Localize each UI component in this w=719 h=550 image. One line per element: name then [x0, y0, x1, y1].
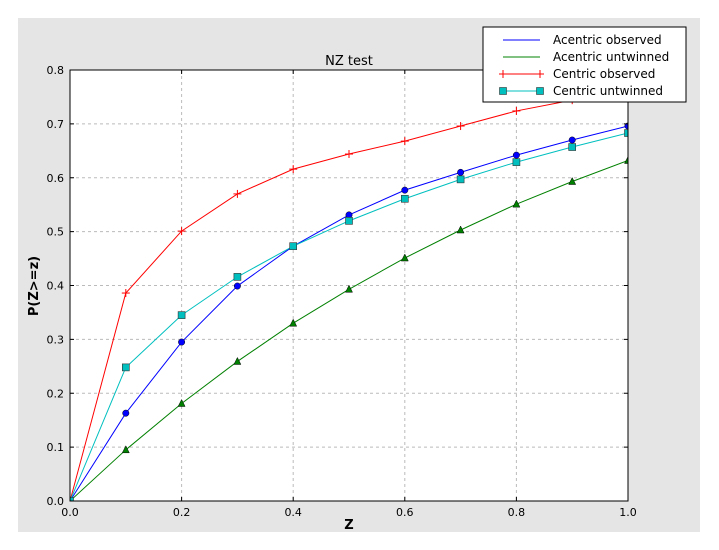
data-point-triangle: [233, 356, 242, 365]
legend-item: Centric untwinned: [499, 84, 663, 98]
data-point-triangle: [177, 398, 186, 407]
series-centric-untwinned: [70, 129, 628, 501]
x-tick-label: 0.4: [284, 506, 302, 519]
x-tick-label: 0.6: [396, 506, 414, 519]
data-point-triangle: [289, 318, 298, 327]
data-point-square: [70, 497, 74, 501]
data-point-circle: [568, 136, 576, 144]
data-point-square: [568, 143, 577, 151]
series-lines: [70, 86, 628, 501]
x-tick-label: 1.0: [619, 506, 637, 519]
data-point-triangle: [121, 445, 130, 454]
x-axis-label: Z: [344, 518, 353, 533]
data-point-circle: [457, 168, 465, 176]
y-tick-label: 0.0: [47, 495, 65, 508]
data-point-square: [400, 194, 409, 203]
y-tick-label: 0.7: [47, 118, 65, 131]
data-point-square: [177, 311, 186, 319]
chart-title: NZ test: [325, 54, 373, 69]
legend: Acentric observed Acentric untwinned Centr…: [482, 26, 687, 103]
x-tick-label: 0.2: [173, 506, 191, 519]
data-point-circle: [233, 282, 241, 290]
ticks: 0.0 0.2 0.4 0.6 0.8 1.0 0.0 0.1 0.2 0.3 0.4 0.5 0.6 0…: [47, 64, 637, 519]
legend-item: Centric observed: [499, 67, 655, 81]
y-axis-label: P(Z>=z): [27, 256, 42, 316]
data-point-square: [536, 87, 544, 95]
grid: [69, 69, 629, 502]
data-point-circle: [512, 151, 520, 159]
data-point-triangle: [512, 199, 521, 208]
data-point-square: [499, 87, 507, 95]
data-point-triangle: [345, 284, 353, 293]
y-tick-label: 0.1: [47, 441, 65, 454]
x-tick-label: 0.8: [508, 506, 526, 519]
data-point-triangle: [624, 155, 628, 164]
data-point-square: [624, 129, 628, 137]
series-acentric-untwinned: [70, 155, 628, 501]
data-point-square: [345, 217, 353, 225]
data-point-triangle: [456, 225, 465, 234]
data-point-circle: [401, 186, 409, 194]
data-point-square: [122, 363, 130, 372]
series-acentric-observed: [70, 122, 628, 501]
y-tick-label: 0.6: [47, 172, 65, 185]
data-point-circle: [178, 338, 186, 346]
y-tick-label: 0.5: [47, 226, 65, 239]
y-tick-label: 0.4: [47, 280, 65, 293]
y-tick-label: 0.8: [47, 64, 65, 77]
legend-item: Acentric observed: [503, 33, 662, 47]
data-point-square: [233, 273, 242, 281]
data-point-circle: [122, 409, 130, 417]
data-point-triangle: [400, 253, 409, 262]
legend-label: Centric observed: [553, 67, 655, 81]
y-tick-label: 0.3: [47, 333, 65, 346]
legend-label: Centric untwinned: [553, 84, 663, 98]
data-point-square: [289, 242, 298, 250]
legend-label: Acentric observed: [553, 33, 662, 47]
y-tick-label: 0.2: [47, 387, 65, 400]
data-point-triangle: [568, 176, 577, 185]
x-tick-label: 0.0: [61, 506, 79, 519]
legend-label: Acentric untwinned: [553, 50, 669, 64]
data-point-square: [456, 175, 465, 184]
legend-item: Acentric untwinned: [503, 50, 669, 64]
data-point-square: [512, 158, 521, 166]
